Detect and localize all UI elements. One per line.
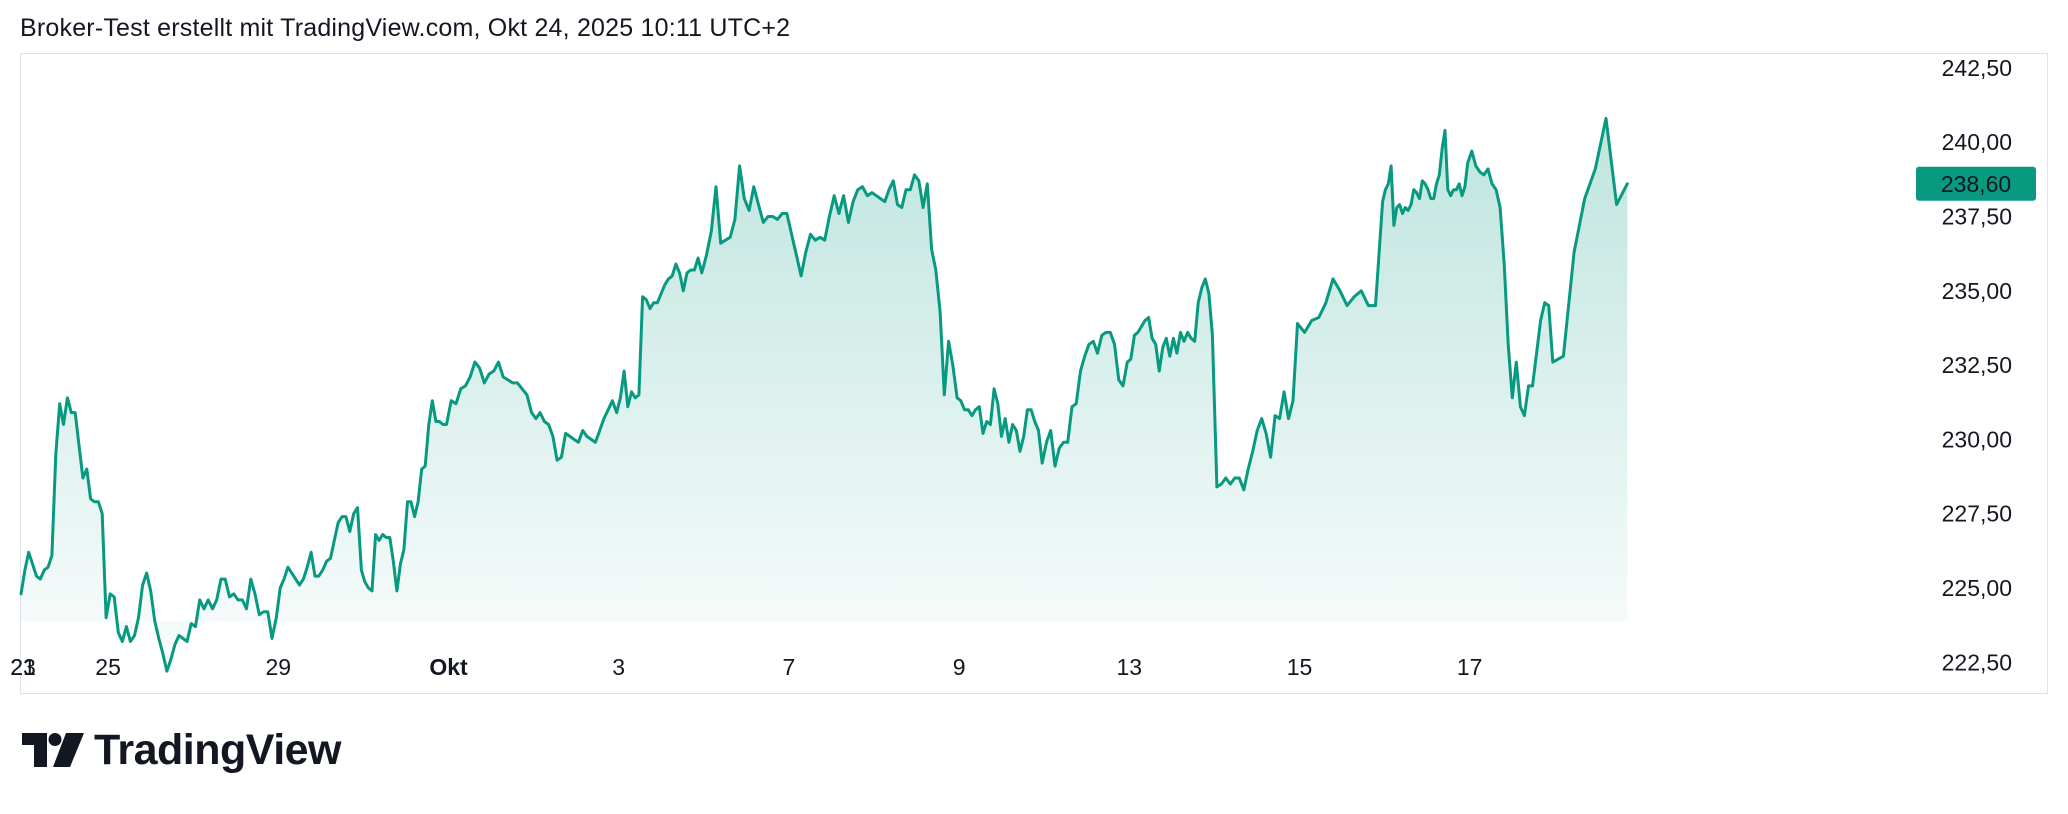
tradingview-logo-text: TradingView (94, 725, 342, 774)
y-axis-tick-label: 225,00 (1942, 575, 2012, 601)
chart-frame (20, 53, 2048, 694)
x-axis-tick-label: 25 (95, 654, 121, 680)
chart-attribution-header: Broker-Test erstellt mit TradingView.com… (20, 14, 791, 42)
last-price-label: 238,60 (1941, 171, 2011, 197)
x-axis-tick-label: 29 (266, 654, 292, 680)
x-axis-tick-label: 7 (783, 654, 796, 680)
price-line (19, 116, 1629, 673)
y-axis-tick-label: 240,00 (1942, 129, 2012, 155)
x-axis-tick-label: Okt (429, 654, 468, 680)
x-axis-tick-label: 21 (10, 654, 36, 680)
x-axis-tick-label: 3 (612, 654, 625, 680)
x-axis-tick-label: 15 (1287, 654, 1313, 680)
last-price-badge (1916, 166, 2036, 201)
y-axis-tick-label: 227,50 (1942, 501, 2012, 527)
x-axis-tick-label: 23 (10, 654, 36, 680)
y-axis-tick-label: 237,50 (1942, 204, 2012, 230)
tradingview-logo-icon (22, 733, 84, 767)
y-axis-tick-label: 235,00 (1942, 278, 2012, 304)
x-axis-tick-label: 17 (1457, 654, 1483, 680)
y-axis-tick-label: 230,00 (1942, 426, 2012, 452)
tradingview-logo[interactable]: TradingView (22, 725, 342, 774)
y-axis-tick-label: 242,50 (1942, 55, 2012, 81)
x-axis-tick-label: 13 (1117, 654, 1143, 680)
y-axis-tick-label: 232,50 (1942, 352, 2012, 378)
y-axis-tick-label: 222,50 (1942, 649, 2012, 675)
x-axis-tick-label: 9 (953, 654, 966, 680)
price-area-fill (21, 118, 1628, 672)
